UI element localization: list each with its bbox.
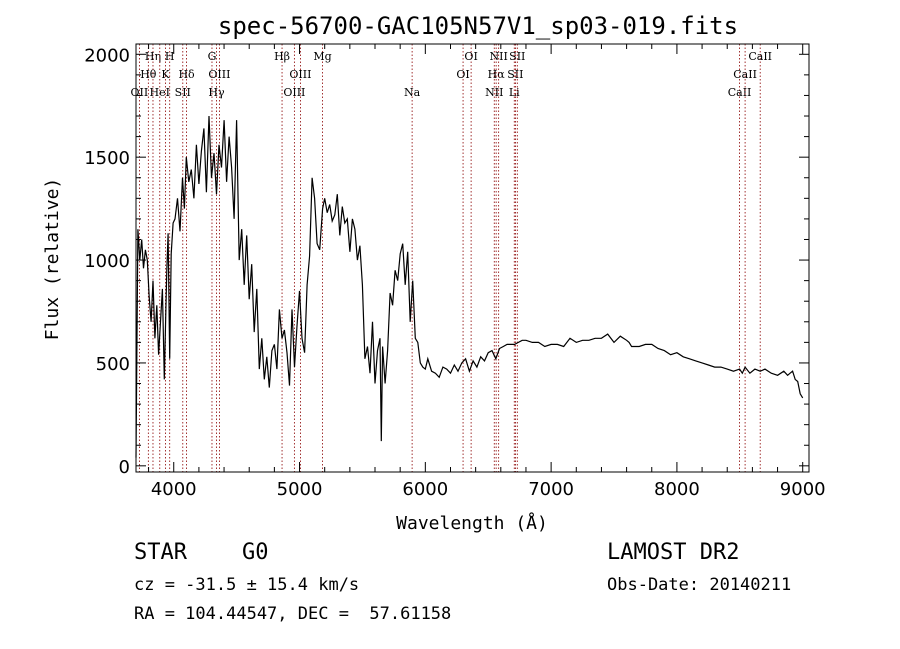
x-tick-label: 6000 — [402, 479, 448, 500]
line-marker-label: CaII — [748, 50, 772, 63]
line-marker-label: OIII — [289, 68, 311, 81]
y-tick-label: 2000 — [84, 45, 130, 66]
class-label: STAR — [134, 540, 187, 565]
line-marker-label: NII — [490, 50, 508, 63]
survey-label: LAMOST DR2 — [607, 540, 740, 565]
y-tick-label: 500 — [96, 354, 130, 375]
plot-frame — [135, 43, 810, 473]
y-tick-label: 0 — [119, 457, 130, 478]
line-marker-label: Hθ — [140, 68, 157, 81]
line-marker-label: H — [165, 50, 175, 63]
axis-ticks: 4000 5000 6000 7000 8000 9000 0 500 1000 1500 2000 — [84, 44, 826, 500]
x-tick-label: 7000 — [528, 479, 574, 500]
x-axis-label: Wavelength (Å) — [396, 512, 548, 534]
line-marker-label: Mg — [313, 50, 331, 63]
line-marker-label: HeI — [150, 86, 170, 99]
y-tick-label: 1000 — [84, 251, 130, 272]
x-tick-label: 4000 — [151, 479, 197, 500]
line-marker-label: CaII — [733, 68, 757, 81]
line-marker-label: OIII — [208, 68, 230, 81]
redshift-text: cz = -31.5 ± 15.4 km/s — [134, 575, 360, 595]
line-marker-label: Li — [509, 86, 520, 99]
line-marker-label: Hγ — [208, 86, 225, 99]
subclass-label: G0 — [242, 540, 269, 565]
y-axis-label: Flux (relative) — [42, 178, 63, 341]
line-markers: OIIHθHηHeIKHSIIHδGHγOIIIHβOIIIOIIIMgNaOI… — [131, 44, 772, 472]
chart-title: spec-56700-GAC105N57V1_sp03-019.fits — [218, 12, 738, 40]
line-marker-label: NII — [485, 86, 503, 99]
line-marker-label: SII — [175, 86, 191, 99]
y-tick-label: 1500 — [84, 148, 130, 169]
coordinates-text: RA = 104.44547, DEC = 57.61158 — [134, 604, 452, 624]
obs-date-text: Obs-Date: 20140211 — [607, 575, 792, 595]
line-marker-label: Hη — [145, 50, 161, 63]
line-marker-label: Hβ — [274, 50, 290, 63]
line-marker-label: K — [161, 68, 170, 81]
x-tick-label: 8000 — [654, 479, 700, 500]
line-marker-label: OI — [464, 50, 477, 63]
line-marker-label: SII — [507, 68, 523, 81]
line-marker-label: OII — [131, 86, 149, 99]
x-tick-label: 9000 — [780, 479, 826, 500]
line-marker-label: OI — [456, 68, 469, 81]
line-marker-label: OIII — [283, 86, 305, 99]
spectrum-line — [135, 115, 804, 458]
x-tick-label: 5000 — [277, 479, 323, 500]
line-marker-label: Na — [404, 86, 421, 99]
line-marker-label: Hα — [488, 68, 506, 81]
line-marker-label: SII — [509, 50, 525, 63]
line-marker-label: CaII — [728, 86, 752, 99]
line-marker-label: G — [208, 50, 217, 63]
line-marker-label: Hδ — [178, 68, 195, 81]
